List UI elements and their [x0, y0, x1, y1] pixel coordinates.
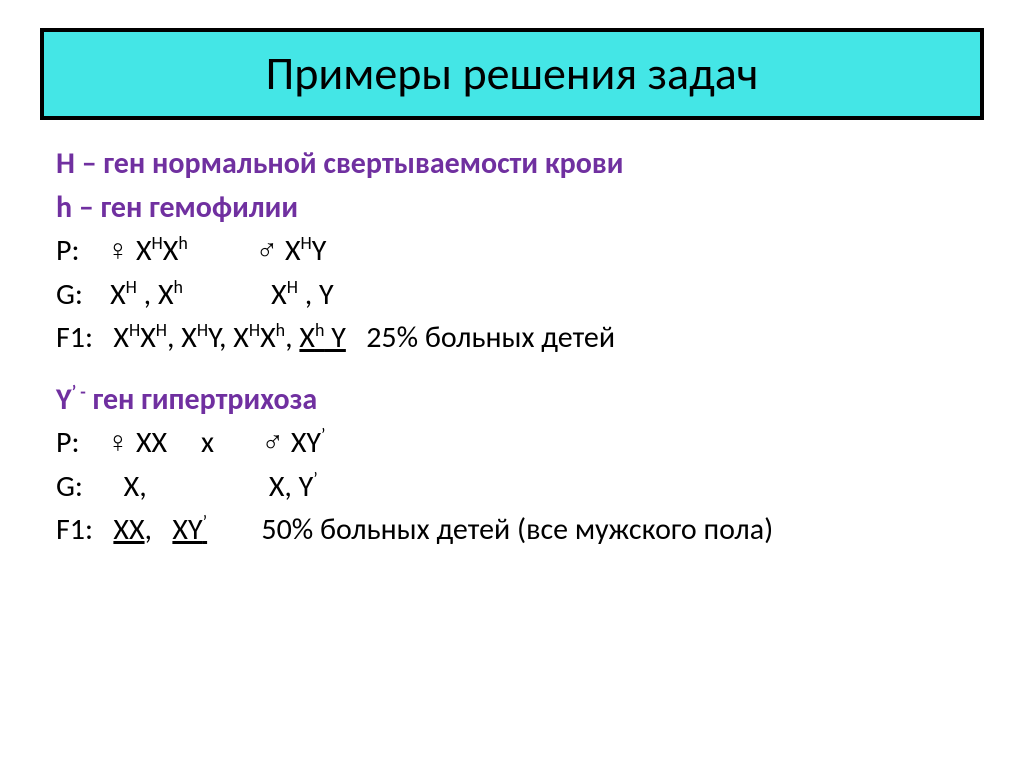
- F1-result: 25% больных детей: [366, 319, 615, 356]
- female-symbol: ♀: [107, 232, 130, 269]
- legend-Y-sup: ’ -: [72, 381, 86, 403]
- G-label: G:: [56, 276, 83, 313]
- content-area: H – ген нормальной свертываемости крови …: [40, 142, 984, 552]
- male-symbol: ♂: [262, 424, 285, 461]
- block1-F1: F1: XHXH, XHY, XHXh, Xh Y 25% больных де…: [56, 316, 984, 360]
- F1-geno3: XHXh: [233, 319, 285, 356]
- spacer: [56, 360, 984, 378]
- slide: Примеры решения задач H – ген нормальной…: [0, 0, 1024, 768]
- legend-H: H – ген нормальной свертываемости крови: [56, 142, 984, 186]
- block1-G: G: XH , Xh XH , Y: [56, 273, 984, 317]
- F1-label: F1:: [56, 319, 93, 356]
- female-geno: XX: [136, 424, 167, 461]
- P-label: P:: [56, 424, 80, 461]
- legend-Y: Y’ - ген гипертрихоза: [56, 378, 984, 422]
- legend-Y-rest: ген гипертрихоза: [86, 381, 317, 418]
- male-symbol: ♂: [256, 232, 279, 269]
- block2-F1: F1: XX, XY’ 50% больных детей (все мужск…: [56, 508, 984, 552]
- G-female: X,: [124, 468, 147, 505]
- F1-geno4: Xh Y: [299, 319, 345, 356]
- G-male: X, Y’: [269, 468, 318, 505]
- block1-P: P: ♀ XHXh ♂ XHY: [56, 229, 984, 273]
- legend-h: h – ген гемофилии: [56, 186, 984, 230]
- legend-Y-prefix: Y: [56, 381, 72, 418]
- G-male: XH , Y: [271, 276, 333, 313]
- F1-geno2: XHY: [181, 319, 219, 356]
- P-label: P:: [56, 232, 80, 269]
- F1-geno2: XY’: [172, 511, 207, 548]
- block2-G: G: X, X, Y’: [56, 465, 984, 509]
- cross-symbol: x: [201, 424, 214, 461]
- F1-geno1: XX: [113, 511, 144, 548]
- male-geno: XHY: [285, 232, 326, 269]
- male-geno: XY’: [291, 424, 326, 461]
- title-box: Примеры решения задач: [40, 28, 984, 120]
- slide-title: Примеры решения задач: [64, 46, 960, 102]
- F1-label: F1:: [56, 511, 93, 548]
- block2-P: P: ♀ XX x ♂ XY’: [56, 421, 984, 465]
- G-female: XH , Xh: [110, 276, 183, 313]
- female-symbol: ♀: [107, 424, 130, 461]
- F1-geno1: XHXH: [113, 319, 167, 356]
- F1-result: 50% больных детей (все мужского пола): [261, 511, 773, 548]
- female-geno: XHXh: [136, 232, 188, 269]
- G-label: G:: [56, 468, 83, 505]
